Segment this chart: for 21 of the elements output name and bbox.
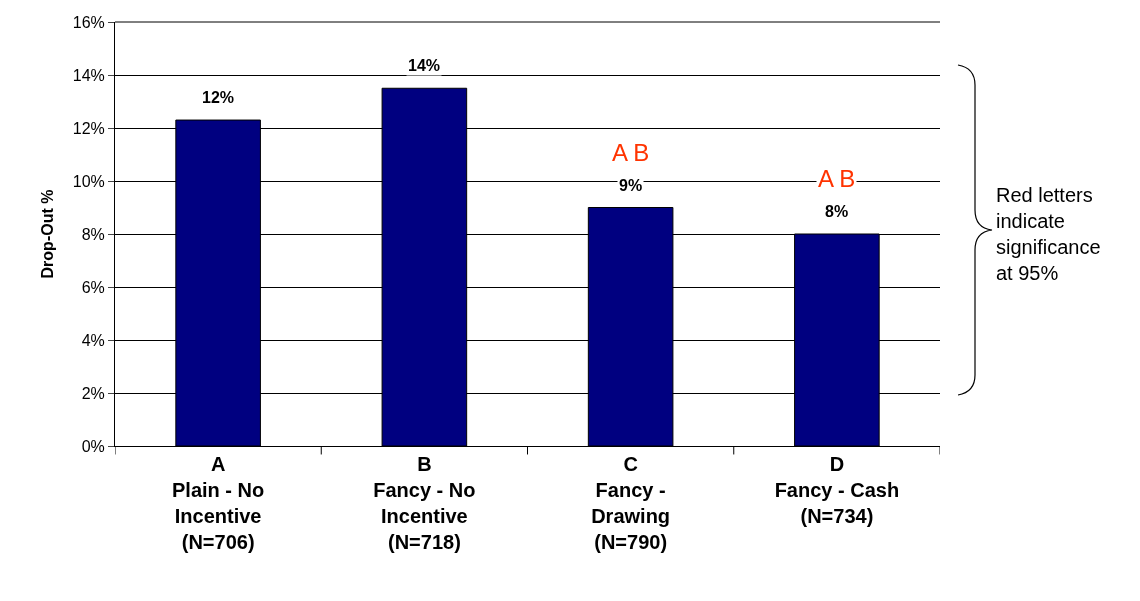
y-tick-label: 0% <box>81 437 105 455</box>
y-tick-label: 16% <box>72 13 105 31</box>
y-tick-label: 8% <box>81 225 105 243</box>
annotation: A B <box>612 139 650 166</box>
data-label: 9% <box>619 177 643 194</box>
y-tick-label: 12% <box>72 119 105 137</box>
y-axis-title: Drop-Out % <box>38 189 56 279</box>
text: Red letters indicate significance at 95% <box>996 184 1101 284</box>
y-tick-label: 10% <box>72 172 105 190</box>
x-tick-label: C Fancy - Drawing (N=790) <box>591 453 671 553</box>
x-tick-label: A Plain - No Incentive (N=706) <box>172 453 265 553</box>
y-tick-label: 14% <box>72 66 105 84</box>
data-label: 8% <box>825 203 849 220</box>
data-label: 12% <box>202 89 235 106</box>
data-label: 14% <box>408 57 441 74</box>
annotation: A B <box>818 165 856 192</box>
y-tick-label: 6% <box>81 278 105 296</box>
y-tick-label: 2% <box>81 384 105 402</box>
y-tick-label: 4% <box>81 331 105 349</box>
x-tick-label: B Fancy - No Incentive (N=718) <box>373 453 476 553</box>
x-tick-label: D Fancy - Cash (N=734) <box>774 453 900 527</box>
